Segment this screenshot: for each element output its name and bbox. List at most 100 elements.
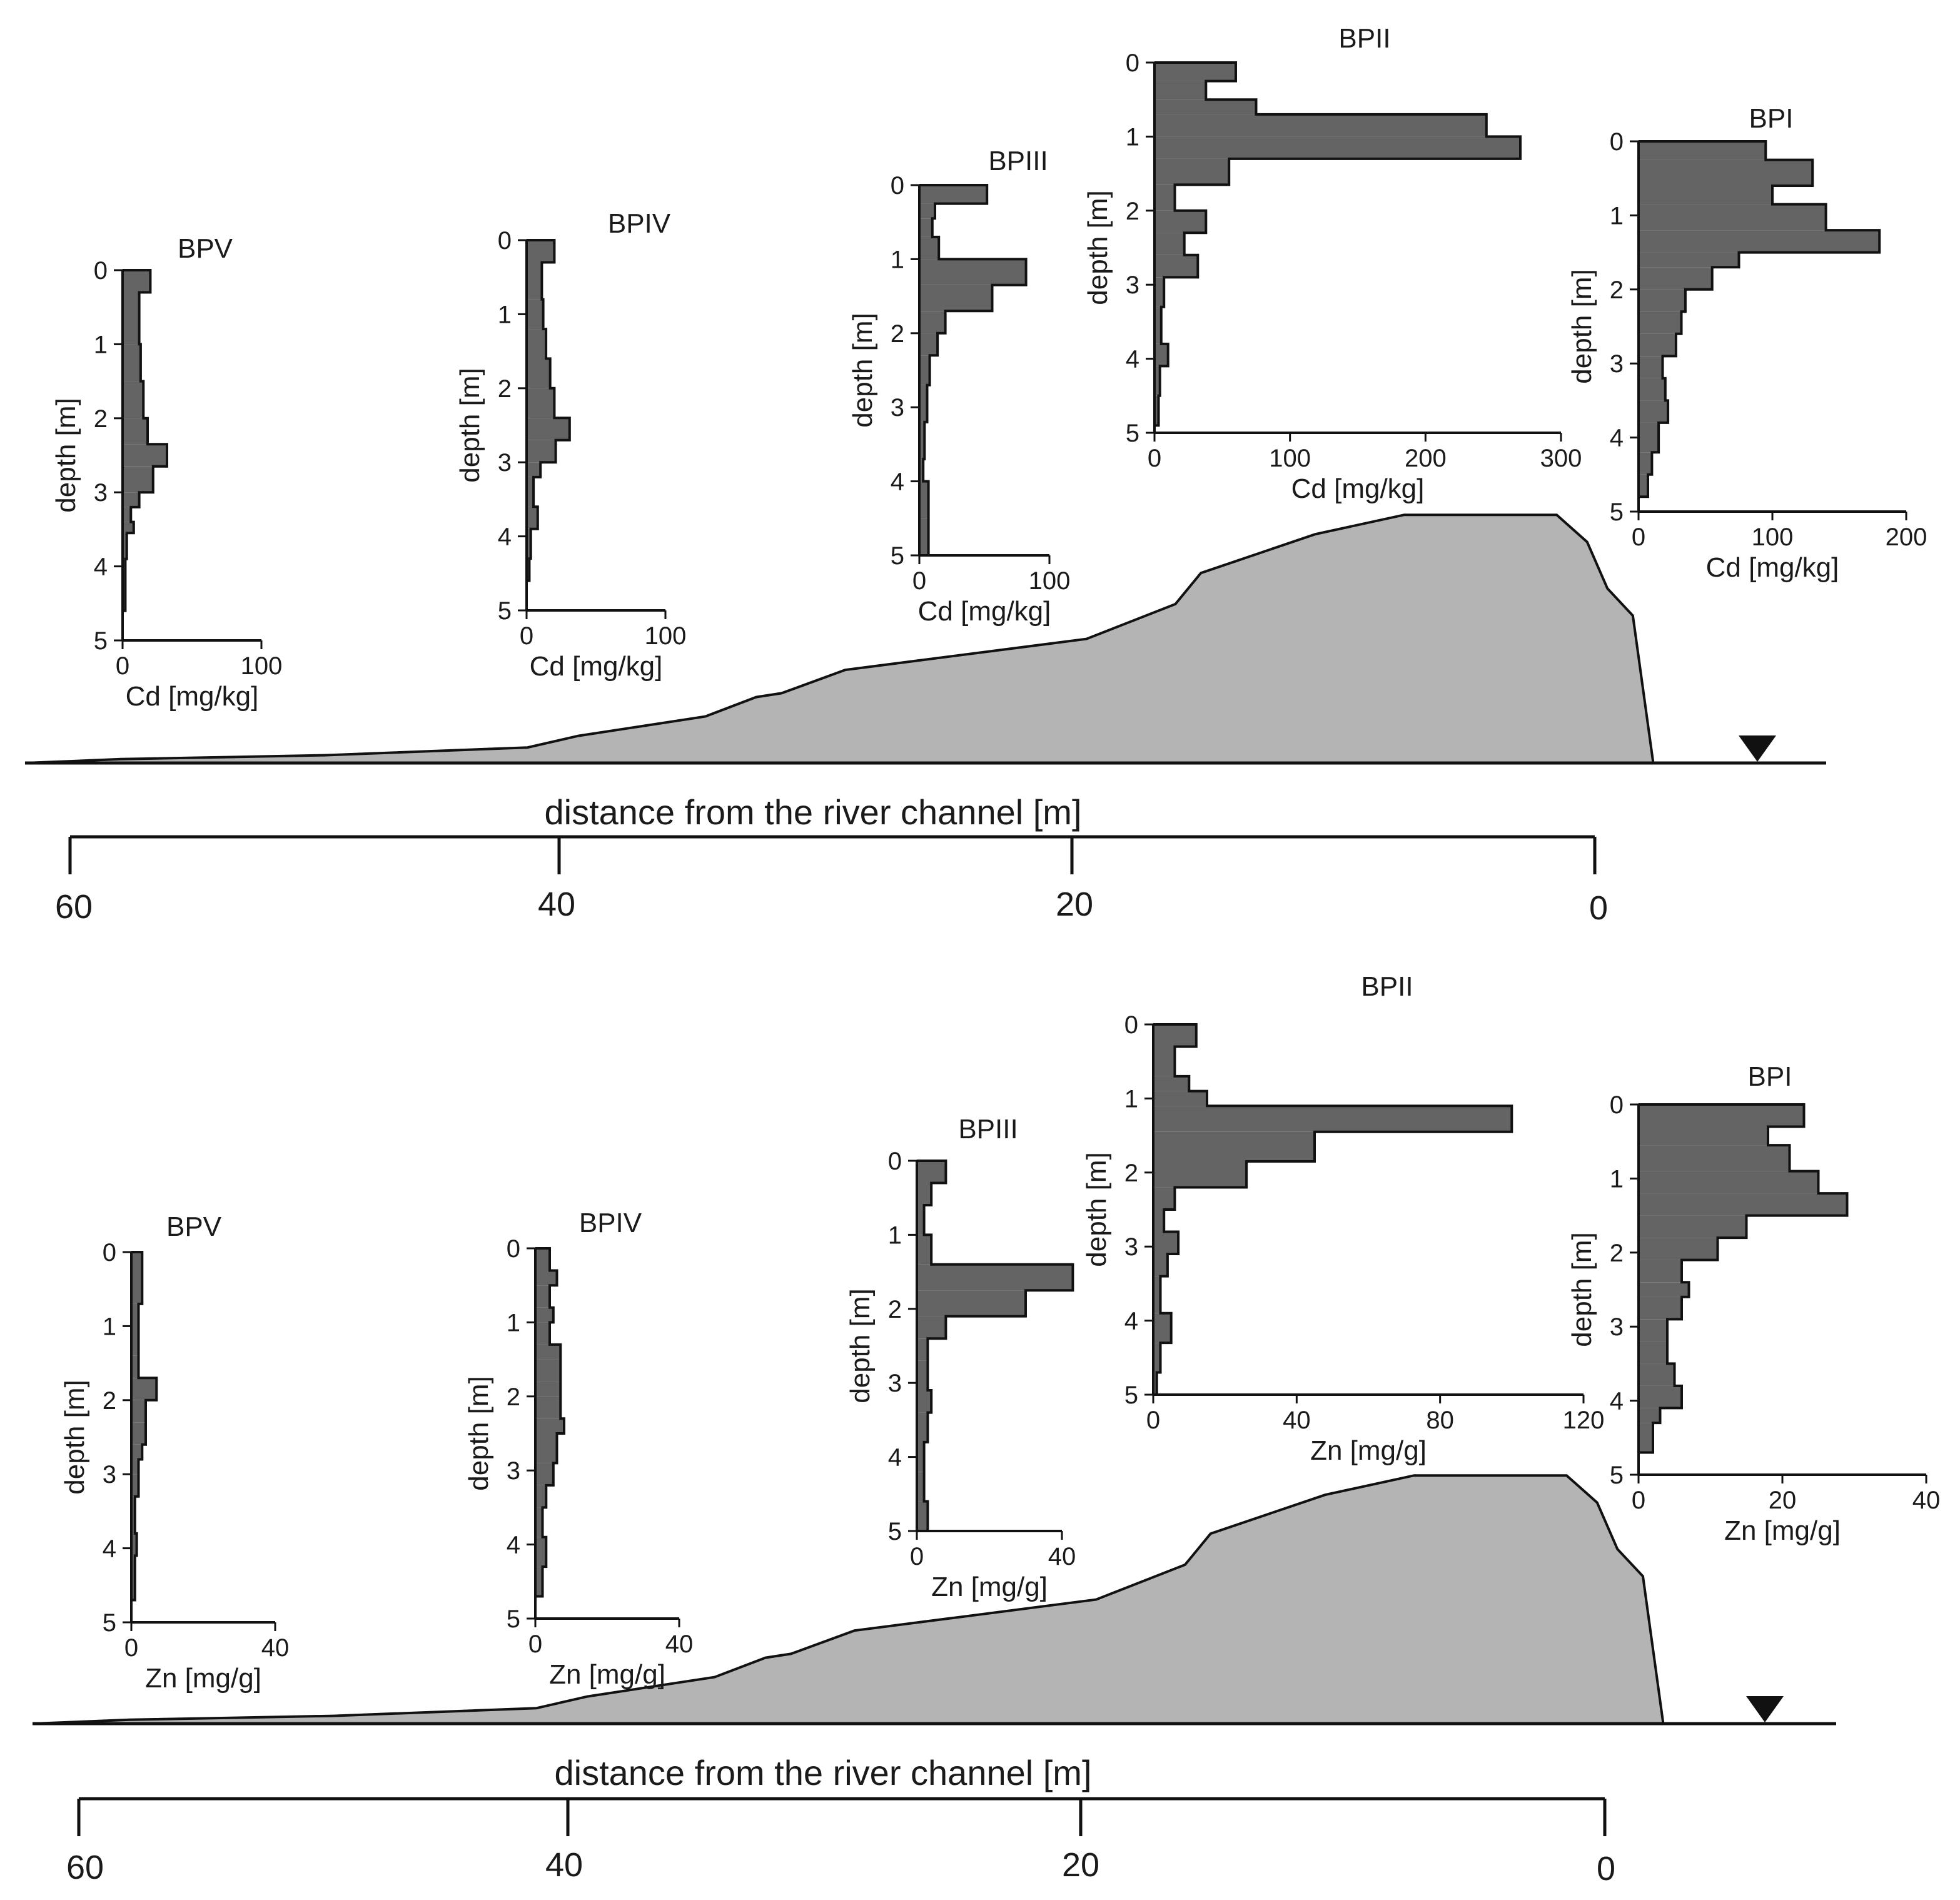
- cd-bpv-depth-bar: [123, 292, 139, 345]
- cd-bpiii-depth-bar: [919, 311, 946, 333]
- cd-bpiii-value-tick-label: 0: [912, 567, 926, 595]
- zn-bpii-profile-outline: [1153, 1023, 1513, 1396]
- cd-bpii-depth-bar: [1154, 114, 1487, 137]
- zn-bpiii-depth-tick-label: 4: [888, 1444, 902, 1472]
- zn-bpi-value-tick-label: 40: [1912, 1487, 1941, 1514]
- zn-bpv-value-tick-label: 40: [261, 1634, 290, 1662]
- zn-distance-tick-label: 40: [545, 1846, 583, 1884]
- zn-bpiii-value-axis-title: Zn [mg/g]: [931, 1572, 1048, 1602]
- cd-bpiii-depth-bar: [919, 236, 939, 260]
- cd-bpiv-depth-tick-label: 1: [498, 301, 512, 328]
- zn-bpiii-depth-bar: [917, 1161, 946, 1183]
- zn-bpi-value-axis-title: Zn [mg/g]: [1724, 1515, 1841, 1546]
- zn-bpv-value-axis-title: Zn [mg/g]: [145, 1663, 261, 1694]
- zn-bpv-depth-tick-label: 2: [103, 1387, 116, 1415]
- zn-bpiii-depth-axis-title: depth [m]: [845, 1288, 876, 1403]
- cd-bpiv-depth-tick-label: 2: [498, 375, 512, 403]
- cd-bpv-depth-tick-label: 0: [94, 257, 108, 285]
- cd-bpv-value-tick-label: 0: [116, 652, 129, 680]
- cd-bpiii-depth-bar: [919, 355, 930, 385]
- cd-terrain-area: [24, 513, 1655, 764]
- zn-bpi-depth-axis-title: depth [m]: [1567, 1232, 1597, 1347]
- cd-bpi-depth-bar: [1639, 252, 1739, 268]
- zn-bpi-depth-tick-label: 3: [1610, 1313, 1624, 1341]
- zn-bpv-depth-bar: [131, 1355, 139, 1378]
- zn-bpii-depth-bar: [1153, 1254, 1168, 1276]
- cd-bpiv-depth-bar: [527, 418, 570, 440]
- cd-bpiii-depth-tick-label: 1: [891, 246, 904, 273]
- zn-bpiii-depth-bar: [917, 1442, 924, 1472]
- cd-bpiii-depth-tick-label: 3: [891, 394, 904, 422]
- cd-bpiv-depth-bar: [527, 477, 534, 507]
- cd-bpi-depth-bar: [1639, 400, 1669, 423]
- cd-bpiv-depth-bar: [527, 240, 555, 263]
- cd-bpi-depth-tick-label: 3: [1610, 350, 1624, 378]
- cd-bpiii-depth-axis-title: depth [m]: [847, 313, 878, 427]
- zn-bpv-depth-bar: [131, 1400, 146, 1423]
- zn-bpii-value-tick-label: 0: [1146, 1407, 1160, 1434]
- zn-bpii-depth-bar: [1153, 1131, 1315, 1162]
- cd-bpii-depth-bar: [1154, 136, 1520, 159]
- cd-bpiii-depth-bar: [919, 185, 988, 204]
- zn-bpiii-depth-bar: [917, 1390, 932, 1413]
- cd-bpiv-profile-outline: [527, 239, 571, 582]
- zn-bpiii-depth-bar: [917, 1472, 924, 1502]
- cd-bpiii-depth-bar: [919, 218, 932, 237]
- zn-bpiv-depth-bar: [535, 1433, 557, 1463]
- zn-bpii-depth-bar: [1153, 1313, 1171, 1343]
- zn-bpiv-depth-bar: [535, 1344, 561, 1360]
- cd-bpii-depth-bar: [1154, 366, 1160, 396]
- cd-bpiv-value-tick-label: 0: [520, 622, 533, 650]
- zn-bpiv-value-axis-title: Zn [mg/g]: [549, 1659, 665, 1690]
- cd-distance-tick-label: 20: [1056, 886, 1093, 923]
- zn-bpii-depth-tick-label: 2: [1124, 1160, 1138, 1187]
- cd-bpiv-value-tick-label: 100: [645, 622, 687, 650]
- cd-bpii-depth-axis-title: depth [m]: [1083, 190, 1113, 305]
- cd-bpiv-depth-tick-label: 5: [498, 597, 512, 625]
- zn-bpiv-depth-bar: [535, 1359, 561, 1382]
- cd-bpi-depth-bar: [1639, 356, 1663, 378]
- zn-bpii-value-tick-label: 120: [1563, 1407, 1605, 1434]
- zn-bpi-depth-bar: [1639, 1193, 1847, 1216]
- cd-bpi-value-axis-title: Cd [mg/kg]: [1706, 552, 1839, 583]
- zn-distance-axis-title: distance from the river channel [m]: [554, 1753, 1091, 1792]
- zn-bpi-depth-tick-label: 1: [1610, 1165, 1624, 1193]
- zn-bpiv-value-tick-label: 0: [528, 1630, 542, 1658]
- cd-water-level-marker: [1739, 735, 1776, 762]
- zn-bpii-depth-bar: [1153, 1231, 1179, 1254]
- zn-bpv-profile-title: BPV: [166, 1211, 222, 1242]
- zn-bpii-depth-tick-label: 0: [1124, 1011, 1138, 1039]
- cd-bpi-depth-tick-label: 2: [1610, 276, 1624, 304]
- cd-bpiii-depth-bar: [919, 518, 929, 555]
- cd-bpi-value-tick-label: 0: [1632, 523, 1645, 551]
- cd-bpii-value-tick-label: 200: [1405, 445, 1447, 472]
- zn-bpi-depth-bar: [1639, 1145, 1790, 1171]
- zn-bpiv-value-tick-label: 40: [665, 1630, 694, 1658]
- cd-bpv-profile-outline: [123, 269, 168, 612]
- zn-bpiii-profile-title: BPIII: [958, 1114, 1018, 1145]
- zn-bpii-depth-bar: [1153, 1276, 1161, 1313]
- zn-bpi-depth-bar: [1639, 1408, 1660, 1423]
- cd-distance-axis: distance from the river channel [m] 60 4…: [55, 792, 1608, 927]
- zn-bpii-depth-bar: [1153, 1091, 1207, 1106]
- cd-bpiv-depth-bar: [527, 358, 550, 388]
- cd-bpi-depth-tick-label: 4: [1610, 425, 1624, 452]
- cd-bpii-value-tick-label: 0: [1148, 445, 1161, 472]
- cd-bpiii-depth-bar: [919, 333, 938, 356]
- cd-bpv-value-axis-title: Cd [mg/kg]: [126, 681, 259, 712]
- zn-bpv-depth-bar: [131, 1474, 139, 1497]
- zn-bpv-depth-tick-label: 3: [103, 1461, 116, 1488]
- zn-bpiv-depth-bar: [535, 1418, 564, 1433]
- zn-bpiii-depth-bar: [917, 1183, 932, 1205]
- zn-bpiv-depth-bar: [535, 1463, 553, 1485]
- cd-bpii-depth-bar: [1154, 158, 1230, 185]
- cd-bpiv-depth-bar: [527, 299, 543, 330]
- zn-bpi-depth-bar: [1639, 1385, 1682, 1408]
- zn-bpv-profile-outline: [131, 1251, 158, 1602]
- zn-bpv-depth-tick-label: 0: [103, 1239, 116, 1266]
- cd-bpii-profile-outline: [1154, 61, 1522, 427]
- zn-bpi-depth-bar: [1639, 1296, 1682, 1320]
- zn-bpii-value-tick-label: 80: [1426, 1407, 1454, 1434]
- cd-bpi-value-tick-label: 100: [1752, 523, 1794, 551]
